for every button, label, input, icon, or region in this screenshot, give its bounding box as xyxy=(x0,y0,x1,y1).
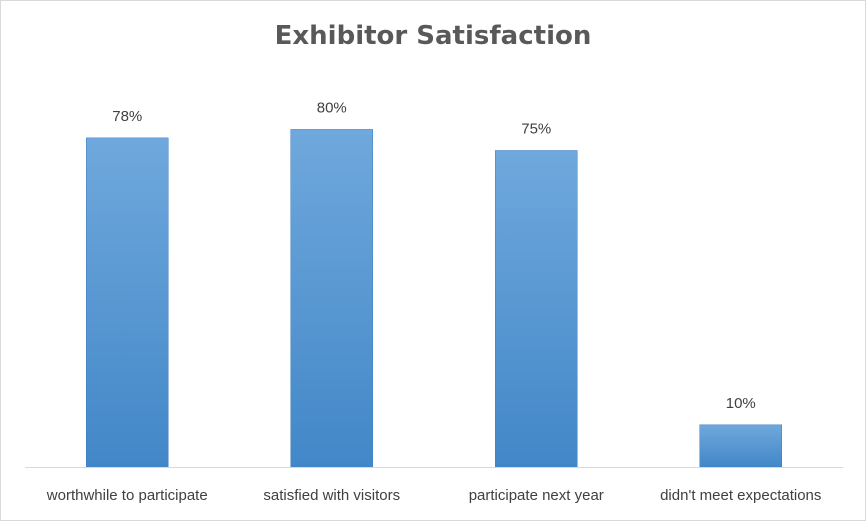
category-label-3: participate next year xyxy=(469,487,604,504)
chart-title: Exhibitor Satisfaction xyxy=(274,21,592,51)
bar-3 xyxy=(495,150,578,468)
data-label-1: 78% xyxy=(112,108,142,125)
labels-group: 78% worthwhile to participate 80% satisfied… xyxy=(46,99,822,504)
data-label-4: 10% xyxy=(726,395,756,412)
data-label-3: 75% xyxy=(521,121,551,138)
category-label-4: didn't meet expectations xyxy=(660,487,821,504)
category-label-1: worthwhile to participate xyxy=(46,487,208,504)
bar-1 xyxy=(86,137,169,468)
bar-4 xyxy=(699,424,782,468)
bar-2 xyxy=(290,129,373,468)
bars-group xyxy=(86,129,782,468)
data-label-2: 80% xyxy=(317,99,347,116)
category-label-2: satisfied with visitors xyxy=(263,487,400,504)
